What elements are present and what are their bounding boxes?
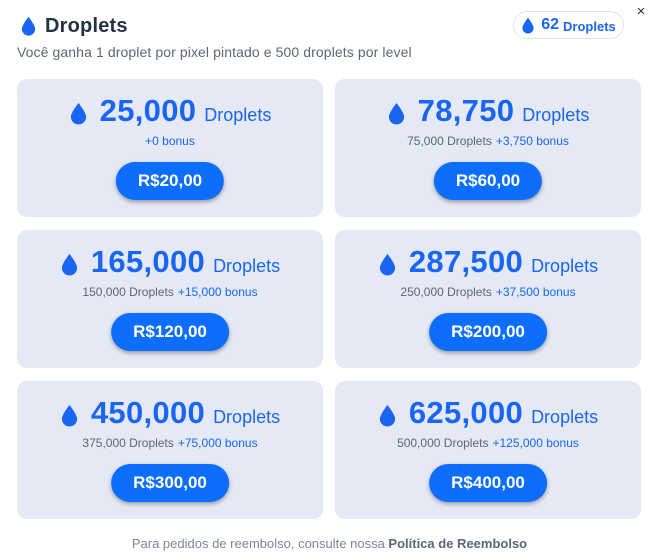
footer-text: Para pedidos de reembolso, consulte noss… <box>131 536 385 551</box>
package-base: 375,000 Droplets <box>82 436 174 450</box>
droplet-icon <box>522 17 534 34</box>
package-amount: 625,000 <box>408 395 524 430</box>
package-amount: 25,000 <box>99 93 197 128</box>
package-amount: 165,000 <box>90 244 206 279</box>
package-grid: 25,000 Droplets +0 bonus R$20,00 78,750 … <box>17 79 641 519</box>
package-bonus: +125,000 bonus <box>492 436 579 450</box>
balance-count: 62 <box>541 16 560 33</box>
droplet-icon <box>61 253 77 275</box>
buy-button[interactable]: R$300,00 <box>111 464 229 502</box>
droplet-icon <box>21 16 36 36</box>
package-unit: Droplets <box>531 407 599 427</box>
package-bonus: +37,500 bonus <box>495 285 576 299</box>
buy-button[interactable]: R$200,00 <box>429 313 547 351</box>
package-bonus: +75,000 bonus <box>177 436 258 450</box>
buy-button[interactable]: R$400,00 <box>429 464 547 502</box>
buy-button[interactable]: R$20,00 <box>115 162 225 200</box>
package-unit: Droplets <box>213 256 281 276</box>
droplet-icon <box>388 102 404 124</box>
package-bonus: +0 bonus <box>145 134 195 148</box>
droplet-balance-badge: 62 Droplets <box>513 11 624 39</box>
refund-footer: Para pedidos de reembolso, consulte noss… <box>0 536 659 551</box>
package-base: 500,000 Droplets <box>397 436 489 450</box>
package-unit: Droplets <box>531 256 599 276</box>
balance-unit: Droplets <box>563 18 616 34</box>
package-base: 150,000 Droplets <box>82 285 174 299</box>
package-amount: 287,500 <box>408 244 524 279</box>
subtitle: Você ganha 1 droplet por pixel pintado e… <box>17 44 412 60</box>
package-bonus: +15,000 bonus <box>177 285 258 299</box>
droplet-icon <box>61 404 77 426</box>
package-amount: 78,750 <box>417 93 515 128</box>
droplet-icon <box>379 253 395 275</box>
refund-policy-link[interactable]: Política de Reembolso <box>388 536 528 551</box>
package-unit: Droplets <box>213 407 281 427</box>
package-card: 78,750 Droplets 75,000 Droplets +3,750 bo… <box>335 79 641 217</box>
package-card: 25,000 Droplets +0 bonus R$20,00 <box>17 79 323 217</box>
close-icon[interactable]: × <box>636 2 646 20</box>
package-amount: 450,000 <box>90 395 206 430</box>
package-card: 165,000 Droplets 150,000 Droplets +15,000… <box>17 230 323 368</box>
package-unit: Droplets <box>522 105 590 125</box>
buy-button[interactable]: R$60,00 <box>433 162 543 200</box>
modal-header: Droplets <box>20 12 128 40</box>
droplet-icon <box>379 404 395 426</box>
package-card: 450,000 Droplets 375,000 Droplets +75,000… <box>17 381 323 519</box>
package-base: 250,000 Droplets <box>400 285 492 299</box>
package-card: 287,500 Droplets 250,000 Droplets +37,500… <box>335 230 641 368</box>
package-bonus: +3,750 bonus <box>495 134 569 148</box>
package-base: 75,000 Droplets <box>407 134 492 148</box>
page-title: Droplets <box>45 14 128 37</box>
package-card: 625,000 Droplets 500,000 Droplets +125,00… <box>335 381 641 519</box>
buy-button[interactable]: R$120,00 <box>111 313 229 351</box>
package-unit: Droplets <box>204 105 272 125</box>
droplet-icon <box>70 102 86 124</box>
